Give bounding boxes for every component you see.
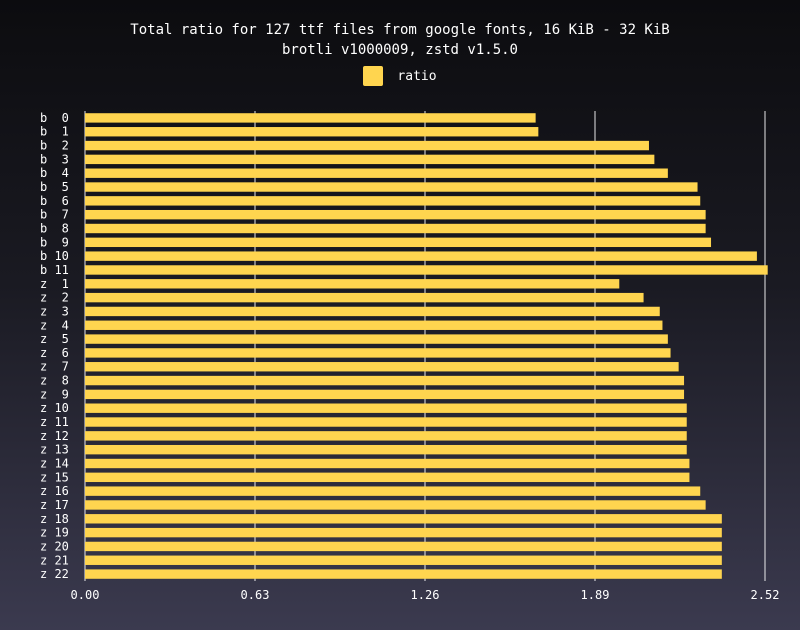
legend-swatch	[363, 66, 384, 86]
bar	[85, 555, 722, 565]
y-tick-label: z 22	[40, 567, 69, 581]
bar	[85, 209, 706, 220]
y-tick-label: z 18	[40, 512, 69, 526]
bar	[85, 541, 722, 552]
y-tick-label: z 9	[40, 387, 69, 401]
bar	[85, 431, 687, 441]
y-tick-label: z 16	[40, 484, 69, 498]
chart-legend: ratio	[0, 66, 800, 86]
bar	[85, 292, 644, 303]
bar	[85, 279, 620, 289]
bar	[85, 362, 679, 372]
bar	[85, 237, 712, 248]
bar	[85, 251, 757, 261]
bar	[85, 320, 663, 330]
y-tick-label: b 7	[40, 208, 69, 222]
bar	[85, 569, 722, 579]
y-tick-label: z 10	[40, 401, 69, 415]
y-tick-label: b 10	[40, 249, 69, 263]
y-tick-label: z 15	[40, 470, 69, 484]
chart-subtitle: brotli v1000009, zstd v1.5.0	[281, 42, 518, 58]
y-tick-label: z 20	[40, 539, 69, 553]
bar	[85, 444, 687, 455]
y-tick-label: z 19	[40, 526, 69, 540]
y-tick-label: b 5	[40, 180, 69, 194]
y-tick-label: z 2	[40, 291, 69, 305]
y-tick-label: z 8	[40, 374, 69, 388]
y-tick-label: z 14	[40, 457, 69, 471]
y-tick-label: b 2	[40, 139, 69, 153]
bar	[85, 168, 668, 178]
bar	[85, 182, 698, 192]
bar	[85, 306, 660, 317]
y-tick-label: z 11	[40, 415, 69, 429]
bar	[85, 403, 687, 413]
x-tick-label: 2.52	[751, 588, 780, 602]
y-tick-label: z 17	[40, 498, 69, 512]
chart-title: Total ratio for 127 ttf files from googl…	[130, 22, 670, 38]
y-tick-label: z 21	[40, 553, 69, 567]
bar	[85, 154, 655, 165]
bar	[85, 514, 722, 524]
y-tick-label: b 4	[40, 166, 69, 180]
y-tick-label: z 6	[40, 346, 69, 360]
y-tick-label: z 13	[40, 443, 69, 457]
bar	[85, 500, 706, 510]
legend-label: ratio	[397, 68, 437, 84]
y-tick-label: z 4	[40, 318, 69, 332]
bar	[85, 458, 690, 469]
bar	[85, 127, 539, 137]
y-tick-label: b 3	[40, 152, 69, 166]
bar	[85, 472, 690, 483]
y-tick-label: z 12	[40, 429, 69, 443]
chart-title-block: Total ratio for 127 ttf files from googl…	[0, 20, 800, 60]
y-tick-label: b 1	[40, 125, 69, 139]
y-tick-label: z 1	[40, 277, 69, 291]
y-tick-label: b 8	[40, 222, 69, 236]
y-tick-label: b 6	[40, 194, 69, 208]
bar	[85, 113, 536, 123]
bar	[85, 527, 722, 538]
bar	[85, 140, 649, 151]
bar	[85, 265, 768, 275]
bar	[85, 389, 685, 400]
bar	[85, 417, 687, 427]
bar	[85, 223, 706, 234]
x-tick-label: 1.89	[581, 588, 610, 602]
x-tick-label: 0.63	[241, 588, 270, 602]
bar	[85, 375, 685, 386]
y-tick-label: z 7	[40, 360, 69, 374]
y-tick-label: b 0	[40, 111, 69, 125]
y-tick-label: b 11	[40, 263, 69, 277]
y-tick-label: b 9	[40, 235, 69, 249]
bar	[85, 486, 701, 496]
x-tick-label: 1.26	[411, 588, 440, 602]
bar	[85, 334, 668, 344]
bar	[85, 196, 701, 206]
y-tick-label: z 5	[40, 332, 69, 346]
bar	[85, 348, 671, 358]
x-tick-label: 0.00	[71, 588, 100, 602]
y-tick-label: z 3	[40, 304, 69, 318]
